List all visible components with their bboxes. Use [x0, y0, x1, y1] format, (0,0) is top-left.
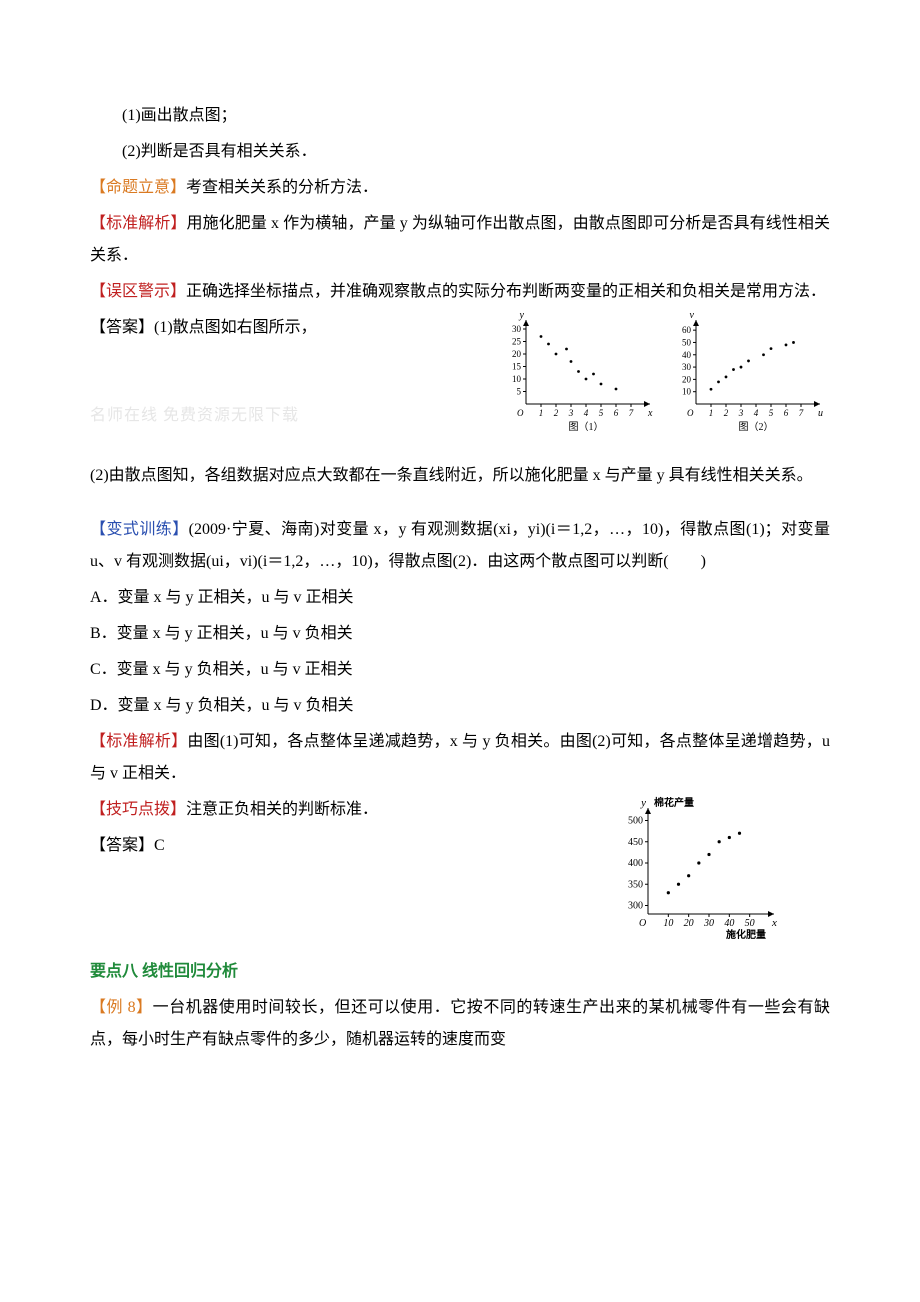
svg-text:O: O	[687, 408, 694, 418]
svg-text:x: x	[647, 408, 653, 419]
svg-text:5: 5	[599, 408, 604, 418]
svg-text:10: 10	[512, 374, 522, 384]
svg-text:10: 10	[663, 918, 673, 929]
mingti-line: 【命题立意】考查相关关系的分析方法．	[90, 172, 830, 204]
wuqu-label: 【误区警示】	[90, 283, 186, 300]
svg-text:7: 7	[799, 408, 804, 418]
svg-text:x: x	[771, 917, 777, 929]
question-part-1: (1)画出散点图；	[90, 100, 830, 132]
choice-d: D．变量 x 与 y 负相关，u 与 v 负相关	[90, 690, 830, 722]
svg-text:30: 30	[703, 918, 714, 929]
scatter-chart-1: 123456751015202530Oxy图（1）	[500, 312, 660, 432]
svg-text:O: O	[639, 918, 646, 929]
bianshi-block: 【变式训练】(2009·宁夏、海南)对变量 x，y 有观测数据(xi，yi)(i…	[90, 514, 830, 578]
svg-text:300: 300	[628, 901, 643, 912]
svg-text:v: v	[690, 312, 695, 321]
jiqiao-label: 【技巧点拨】	[90, 801, 186, 818]
svg-text:图（2）: 图（2）	[739, 421, 774, 432]
example-8: 【例 8】一台机器使用时间较长，但还可以使用．它按不同的转速生产出来的某机械零件…	[90, 992, 830, 1056]
svg-text:y: y	[640, 797, 646, 809]
svg-text:2: 2	[554, 408, 559, 418]
svg-text:4: 4	[584, 408, 589, 418]
svg-text:4: 4	[754, 408, 759, 418]
chart1-wrap: 123456751015202530Oxy图（1）	[500, 312, 660, 432]
choice-c: C．变量 x 与 y 负相关，u 与 v 正相关	[90, 654, 830, 686]
svg-text:棉花产量: 棉花产量	[654, 796, 694, 809]
scatter-chart-2: 1234567 10 20 30 40 50 60 Ou v 图（2）	[670, 312, 830, 432]
svg-text:3: 3	[568, 408, 574, 418]
spacer	[90, 496, 830, 514]
question-part-2: (2)判断是否具有相关关系．	[90, 136, 830, 168]
document-page: (1)画出散点图； (2)判断是否具有相关关系． 【命题立意】考查相关关系的分析…	[0, 0, 920, 1120]
svg-text:图（1）: 图（1）	[569, 421, 604, 432]
answer2-label: 【答案】	[90, 837, 154, 854]
biaozhun2-text: 由图(1)可知，各点整体呈递减趋势，x 与 y 负相关。由图(2)可知，各点整体…	[90, 733, 830, 782]
svg-text:6: 6	[614, 408, 619, 418]
svg-text:40: 40	[682, 350, 692, 360]
conclusion2: (2)由散点图知，各组数据对应点大致都在一条直线附近，所以施化肥量 x 与产量 …	[90, 460, 830, 492]
jiqiao-text: 注意正负相关的判断标准．	[186, 801, 378, 818]
svg-text:6: 6	[784, 408, 789, 418]
wuqu-text: 正确选择坐标描点，并准确观察散点的实际分布判断两变量的正相关和负相关是常用方法．	[186, 283, 826, 300]
svg-text:25: 25	[512, 337, 522, 347]
answer1-label: 【答案】	[90, 319, 154, 336]
svg-text:20: 20	[684, 918, 694, 929]
svg-text:O: O	[517, 408, 524, 418]
svg-text:500: 500	[628, 816, 643, 827]
svg-text:40: 40	[724, 918, 734, 929]
choice-b: B．变量 x 与 y 正相关，u 与 v 负相关	[90, 618, 830, 650]
biaozhun-line: 【标准解析】用施化肥量 x 作为横轴，产量 y 为纵轴可作出散点图，由散点图即可…	[90, 208, 830, 272]
scatter-chart-3: 10 20 30 40 50 300 350 400 450 500 Ox y 施化肥量 棉花产量	[610, 794, 830, 944]
example-8-text: 一台机器使用时间较长，但还可以使用．它按不同的转速生产出来的某机械零件有一些会有…	[90, 999, 830, 1048]
svg-text:7: 7	[629, 408, 634, 418]
svg-text:1: 1	[539, 408, 544, 418]
section-8-heading: 要点八 线性回归分析	[90, 956, 830, 988]
answer2-text: C	[154, 837, 165, 854]
bianshi-label: 【变式训练】	[90, 521, 189, 538]
svg-text:y: y	[519, 312, 525, 321]
svg-text:施化肥量: 施化肥量	[726, 928, 766, 941]
choice-list: A．变量 x 与 y 正相关，u 与 v 正相关 B．变量 x 与 y 正相关，…	[90, 582, 830, 722]
svg-text:10: 10	[682, 387, 692, 397]
svg-text:20: 20	[512, 349, 522, 359]
answer1-text: (1)散点图如右图所示，	[154, 319, 317, 336]
choice-a: A．变量 x 与 y 正相关，u 与 v 正相关	[90, 582, 830, 614]
spacer	[90, 432, 830, 460]
spacer	[90, 944, 830, 956]
mingti-text: 考查相关关系的分析方法．	[186, 179, 378, 196]
svg-text:400: 400	[628, 858, 643, 869]
watermark-text: 名师在线 免费资源无限下载	[90, 400, 299, 432]
svg-text:30: 30	[512, 324, 522, 334]
svg-text:15: 15	[512, 362, 522, 372]
mingti-label: 【命题立意】	[90, 179, 186, 196]
biaozhun-label: 【标准解析】	[90, 215, 187, 232]
wuqu-line: 【误区警示】正确选择坐标描点，并准确观察散点的实际分布判断两变量的正相关和负相关…	[90, 276, 830, 308]
svg-text:2: 2	[724, 408, 729, 418]
svg-text:50: 50	[745, 918, 755, 929]
biaozhun2-label: 【标准解析】	[90, 733, 187, 750]
svg-text:350: 350	[628, 879, 643, 890]
svg-text:20: 20	[682, 374, 692, 384]
chart3-wrap: 10 20 30 40 50 300 350 400 450 500 Ox y 施化肥量 棉花产量	[610, 794, 830, 944]
scatter-pair: 123456751015202530Oxy图（1） 12345671020304…	[500, 312, 830, 432]
svg-text:u: u	[818, 408, 823, 419]
svg-text:5: 5	[769, 408, 774, 418]
svg-text:60: 60	[682, 325, 692, 335]
biaozhun2-line: 【标准解析】由图(1)可知，各点整体呈递减趋势，x 与 y 负相关。由图(2)可…	[90, 726, 830, 790]
svg-text:5: 5	[517, 387, 522, 397]
svg-text:50: 50	[682, 337, 692, 347]
svg-text:30: 30	[682, 362, 692, 372]
svg-text:1: 1	[709, 408, 714, 418]
example-8-label: 【例 8】	[90, 999, 153, 1016]
biaozhun-text: 用施化肥量 x 作为横轴，产量 y 为纵轴可作出散点图，由散点图即可分析是否具有…	[90, 215, 830, 264]
chart2-wrap: 1234567 10 20 30 40 50 60 Ou v 图（2）	[670, 312, 830, 432]
bianshi-text: (2009·宁夏、海南)对变量 x，y 有观测数据(xi，yi)(i＝1,2，……	[90, 521, 830, 570]
svg-text:3: 3	[738, 408, 744, 418]
svg-text:450: 450	[628, 837, 643, 848]
